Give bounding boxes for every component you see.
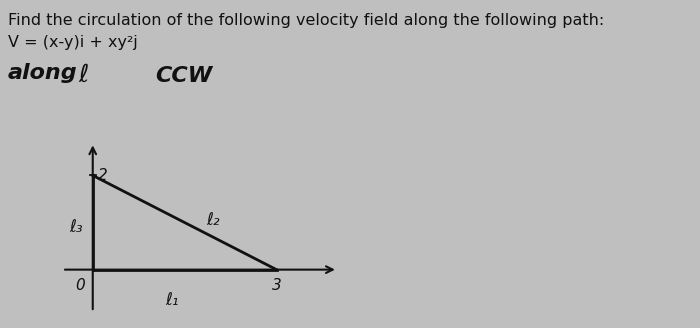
Text: 0: 0 (76, 278, 85, 293)
Text: 3: 3 (272, 278, 281, 293)
Text: V = (x-y)i + xy²j: V = (x-y)i + xy²j (8, 35, 138, 50)
Text: ℓ₃: ℓ₃ (69, 218, 83, 236)
Text: CCW: CCW (155, 66, 212, 86)
Text: ℓ: ℓ (78, 63, 88, 87)
Text: along: along (8, 63, 78, 83)
Text: ℓ₂: ℓ₂ (206, 211, 220, 229)
Text: Find the circulation of the following velocity field along the following path:: Find the circulation of the following ve… (8, 13, 604, 28)
Text: ℓ₁: ℓ₁ (166, 291, 179, 309)
Text: 2: 2 (98, 168, 107, 183)
